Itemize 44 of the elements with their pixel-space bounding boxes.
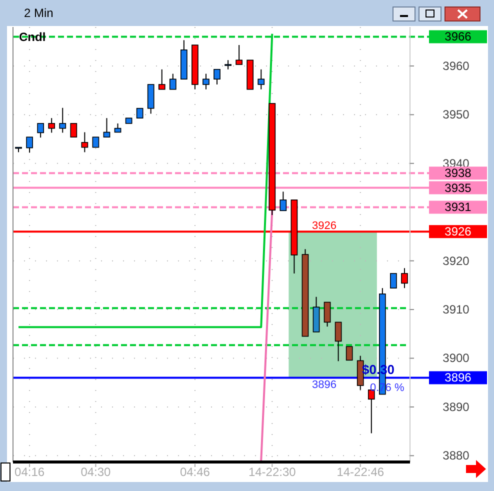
x-tick-label: 04:46 [180,465,210,479]
candlestick [401,268,408,289]
ref-line-label: 3926 [444,224,472,239]
candlestick [103,118,110,138]
y-tick-label: 3950 [442,108,470,122]
candlestick [26,136,33,154]
ref-line-label: 3938 [444,166,472,180]
candlestick [280,191,287,212]
x-tick-label: 04:16 [14,465,45,479]
candlestick [390,273,397,288]
y-tick-label: 3960 [442,58,470,73]
candlestick [81,132,88,153]
y-tick-label: 3920 [442,254,470,268]
candlestick [59,107,66,134]
x-tick-label: 04:30 [80,465,112,479]
y-tick-label: 3880 [442,448,470,463]
candlestick [136,108,144,118]
candlestick [224,60,232,70]
candlestick [324,302,331,328]
candlestick [346,346,353,361]
annotation: 3896 [312,379,336,391]
y-tick-label: 3900 [442,351,470,366]
ref-line-label: 3966 [444,30,472,44]
candlestick [158,68,166,90]
x-tick-label: 14-22:46 [336,465,384,479]
ref-line-label: 3931 [444,200,472,214]
candlestick [258,68,265,90]
candlestick [147,84,154,114]
candlestick [48,118,56,134]
candlestick [92,136,100,148]
candlestick [169,73,176,90]
ref-line-label: 3935 [444,180,472,195]
candlestick [236,44,242,66]
candlestick [214,68,220,85]
annotation: 3926 [312,220,336,232]
y-tick-label: 3890 [442,400,470,414]
x-tick-label: 14-22:30 [248,465,296,479]
candlestick [334,322,342,362]
candlestick [37,122,44,138]
candlestick [70,123,78,138]
ref-line-label: 3896 [444,370,472,385]
y-tick-label: 3910 [442,302,470,317]
chart-title: 2 Min [24,6,54,20]
candlestick [202,73,210,90]
